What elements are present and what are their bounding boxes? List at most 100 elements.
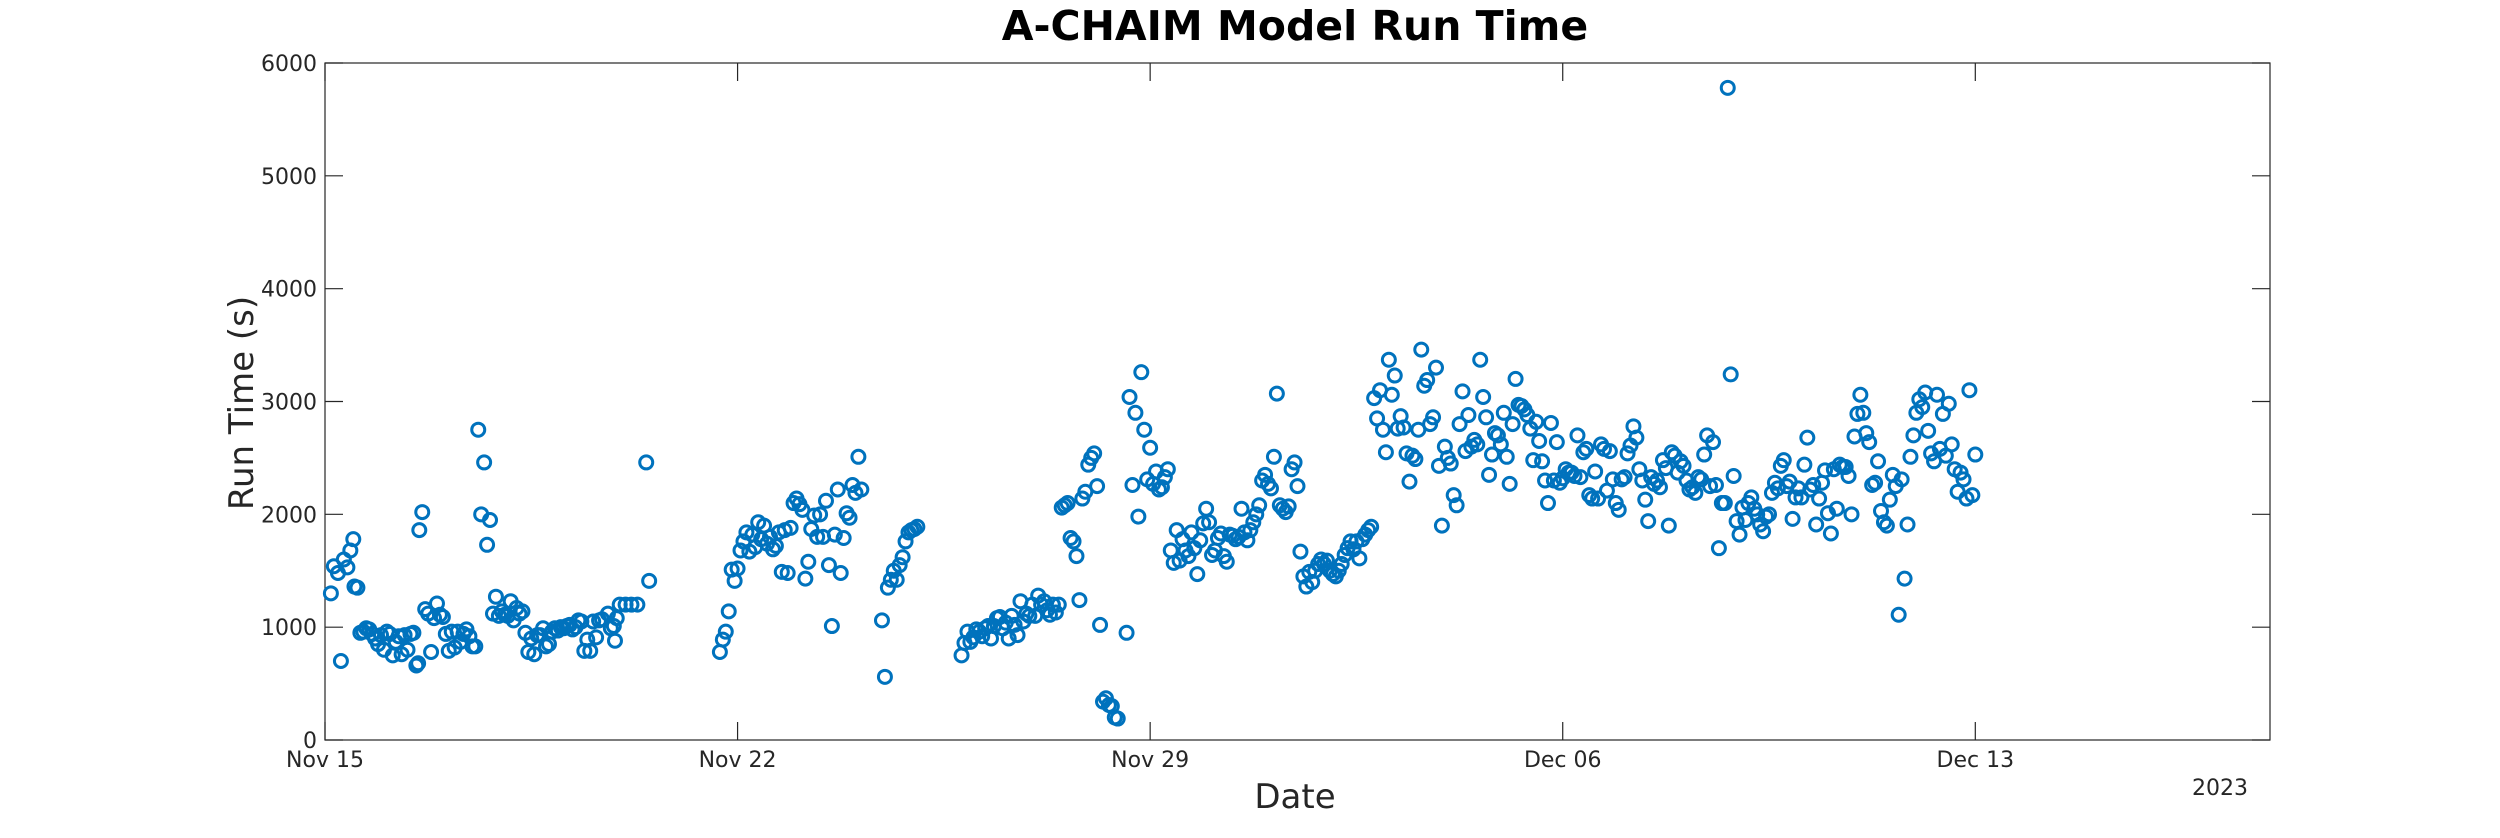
- data-point: [1428, 359, 1445, 376]
- data-point: [1036, 593, 1053, 610]
- data-point: [1943, 436, 1960, 453]
- data-point: [1451, 416, 1468, 433]
- data-point: [1640, 513, 1657, 530]
- data-point: [1755, 523, 1772, 540]
- data-point: [1130, 508, 1147, 525]
- y-tick-label: 2000: [261, 503, 317, 528]
- data-point: [487, 588, 504, 605]
- data-point: [1964, 487, 1981, 504]
- data-point: [399, 641, 416, 658]
- data-point: [1893, 471, 1910, 488]
- data-point: [405, 624, 422, 641]
- data-point: [1262, 480, 1279, 497]
- data-point: [1610, 501, 1627, 518]
- chart-title: A-CHAIM Model Run Time: [1002, 2, 1588, 50]
- data-point: [1245, 514, 1262, 531]
- x-tick-label: Dec 06: [1524, 748, 1602, 773]
- data-point: [1572, 469, 1589, 486]
- data-point: [835, 530, 852, 547]
- data-point: [1569, 427, 1586, 444]
- data-point: [732, 542, 749, 559]
- y-tick-label: 4000: [261, 278, 317, 303]
- data-point: [779, 565, 796, 582]
- data-point: [476, 454, 493, 471]
- data-point: [1955, 471, 1972, 488]
- data-point: [1472, 351, 1489, 368]
- x-tick-label: Dec 13: [1937, 748, 2015, 773]
- data-point: [1769, 480, 1786, 497]
- data-point: [1881, 491, 1898, 508]
- data-point: [1407, 451, 1424, 468]
- data-point: [1192, 532, 1209, 549]
- data-point: [1159, 461, 1176, 478]
- data-point: [1663, 444, 1680, 461]
- y-tick-label: 6000: [261, 52, 317, 77]
- data-point: [1719, 79, 1736, 96]
- data-point: [423, 643, 440, 660]
- data-point: [782, 519, 799, 536]
- y-tick-label: 3000: [261, 391, 317, 416]
- data-point: [1136, 421, 1153, 438]
- data-point: [332, 653, 349, 670]
- data-point: [1109, 710, 1126, 727]
- data-point: [1811, 490, 1828, 507]
- data-point: [1419, 372, 1436, 389]
- data-point: [888, 571, 905, 588]
- data-point: [1696, 446, 1713, 463]
- y-tick-label: 0: [303, 729, 317, 754]
- data-point: [623, 596, 640, 613]
- data-point: [1495, 404, 1512, 421]
- data-point: [410, 655, 427, 672]
- data-point: [1374, 421, 1391, 438]
- data-point: [1065, 533, 1082, 550]
- data-point: [1044, 596, 1061, 613]
- data-point: [1799, 429, 1816, 446]
- data-point: [876, 668, 893, 685]
- data-point: [1239, 532, 1256, 549]
- year-label: 2023: [2192, 776, 2248, 801]
- data-point: [1587, 463, 1604, 480]
- data-point: [1218, 553, 1235, 570]
- data-point: [1401, 473, 1418, 490]
- data-point: [1822, 525, 1839, 542]
- data-point: [1914, 399, 1931, 416]
- data-point: [1687, 484, 1704, 501]
- data-point: [1507, 370, 1524, 387]
- data-point: [764, 541, 781, 558]
- data-point: [1404, 447, 1421, 464]
- data-point: [1492, 436, 1509, 453]
- data-point: [1775, 452, 1792, 469]
- data-point: [1242, 522, 1259, 539]
- data-point: [1386, 367, 1403, 384]
- data-point: [1478, 409, 1495, 426]
- data-point: [1469, 436, 1486, 453]
- data-point: [873, 612, 890, 629]
- data-point: [588, 629, 605, 646]
- data-point: [1548, 434, 1565, 451]
- data-point: [1601, 443, 1618, 460]
- data-point: [1837, 458, 1854, 475]
- data-point: [322, 585, 339, 602]
- data-point: [1142, 439, 1159, 456]
- data-point: [1896, 570, 1913, 587]
- data-point: [841, 509, 858, 526]
- data-point: [1590, 490, 1607, 507]
- data-point: [514, 603, 531, 620]
- data-point: [1867, 474, 1884, 491]
- x-tick-label: Nov 15: [286, 748, 364, 773]
- data-point: [349, 579, 366, 596]
- data-point: [629, 596, 646, 613]
- data-point: [1383, 386, 1400, 403]
- data-point: [853, 481, 870, 498]
- data-point: [1489, 427, 1506, 444]
- data-point: [1578, 440, 1595, 457]
- data-point: [605, 618, 622, 635]
- data-point: [1722, 366, 1739, 383]
- data-point: [434, 609, 451, 626]
- data-point: [1363, 518, 1380, 535]
- data-point: [1525, 452, 1542, 469]
- data-point: [1280, 498, 1297, 515]
- data-point: [1852, 386, 1869, 403]
- data-point: [339, 559, 356, 576]
